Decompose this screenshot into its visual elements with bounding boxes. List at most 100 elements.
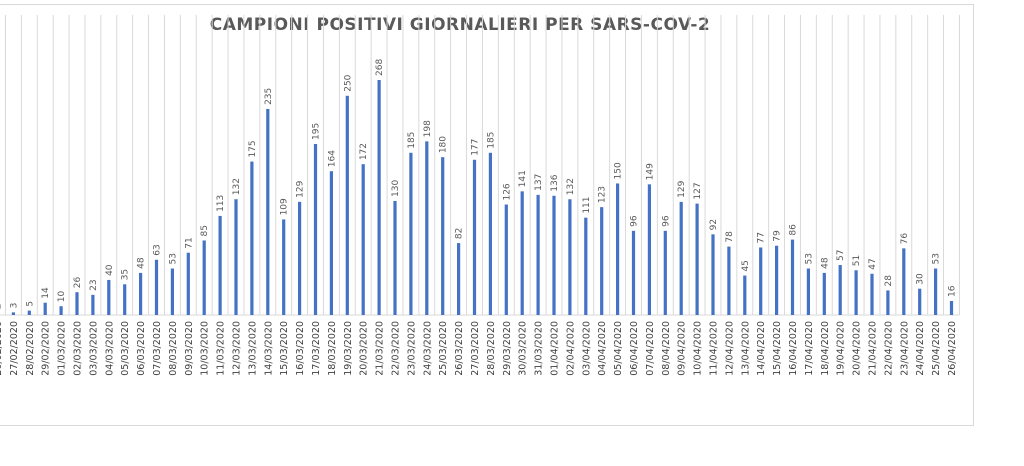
- x-tick-label: 12/03/2020: [232, 321, 243, 376]
- x-tick-label: 20/04/2020: [852, 321, 863, 376]
- x-tick-label: 04/04/2020: [597, 321, 608, 376]
- data-label: 136: [550, 174, 560, 191]
- data-label: 51: [852, 255, 862, 266]
- x-tick-label: 21/04/2020: [868, 321, 879, 376]
- x-tick-label: 21/03/2020: [375, 321, 386, 376]
- x-tick-label: 02/03/2020: [73, 321, 84, 376]
- x-tick-label: 09/04/2020: [677, 321, 688, 376]
- bar: [647, 184, 651, 315]
- bar: [504, 204, 508, 315]
- x-tick-label: 29/03/2020: [502, 321, 513, 376]
- x-tick-label: 17/03/2020: [311, 321, 322, 376]
- bar: [59, 306, 63, 315]
- data-label: 175: [248, 140, 258, 157]
- bar: [902, 248, 906, 315]
- data-label: 2: [0, 304, 4, 310]
- data-label: 235: [264, 88, 274, 105]
- x-tick-label: 29/02/2020: [41, 321, 52, 376]
- data-label: 48: [820, 257, 830, 269]
- bar: [488, 152, 492, 315]
- x-tick-label: 09/03/2020: [184, 321, 195, 376]
- bar: [886, 290, 890, 315]
- x-tick-label: 15/03/2020: [279, 321, 290, 376]
- bar: [552, 195, 556, 315]
- bar: [361, 164, 365, 315]
- data-label: 77: [757, 232, 767, 243]
- data-label: 177: [471, 139, 481, 156]
- x-tick-label: 23/04/2020: [899, 321, 910, 376]
- x-tick-label: 11/03/2020: [216, 321, 227, 376]
- data-label: 85: [200, 225, 210, 236]
- bar: [711, 234, 715, 315]
- data-label: 185: [486, 132, 496, 149]
- x-tick-label: 16/04/2020: [788, 321, 799, 376]
- data-label: 47: [868, 258, 878, 269]
- bar: [425, 141, 429, 315]
- x-tick-label: 10/03/2020: [200, 321, 211, 376]
- x-tick-label: 31/03/2020: [534, 321, 545, 376]
- x-tick-label: 10/04/2020: [693, 321, 704, 376]
- chart-frame: CAMPIONI POSITIVI GIORNALIERI PER SARS-C…: [0, 4, 974, 426]
- data-label: 16: [948, 285, 958, 297]
- bar: [329, 171, 333, 315]
- bar: [11, 312, 15, 315]
- x-tick-label: 19/03/2020: [343, 321, 354, 376]
- x-tick-label: 02/04/2020: [565, 321, 576, 376]
- x-tick-label: 07/03/2020: [152, 321, 163, 376]
- data-label: 150: [614, 162, 624, 179]
- x-tick-label: 25/03/2020: [438, 321, 449, 376]
- bar: [170, 268, 174, 315]
- bar: [918, 288, 922, 315]
- x-tick-label: 05/04/2020: [613, 321, 624, 376]
- bar: [393, 201, 397, 315]
- data-label: 48: [137, 257, 147, 269]
- data-label: 132: [232, 178, 242, 195]
- bar: [520, 191, 524, 315]
- data-label: 53: [932, 253, 942, 264]
- x-tick-label: 20/03/2020: [359, 321, 370, 376]
- x-tick-label: 01/04/2020: [550, 321, 561, 376]
- bar: [790, 239, 795, 315]
- chart-title: CAMPIONI POSITIVI GIORNALIERI PER SARS-C…: [209, 15, 711, 35]
- x-tick-label: 22/03/2020: [391, 321, 402, 376]
- x-tick-label: 25/04/2020: [931, 321, 942, 376]
- x-tick-label: 11/04/2020: [709, 321, 720, 376]
- data-label: 180: [439, 136, 449, 153]
- x-tick-label: 03/04/2020: [581, 321, 592, 376]
- bar: [441, 157, 445, 315]
- data-label: 53: [168, 253, 178, 264]
- bar: [838, 265, 842, 315]
- data-label: 5: [25, 301, 35, 307]
- bar: [631, 230, 636, 315]
- x-tick-label: 28/02/2020: [25, 321, 36, 376]
- data-label: 3: [9, 303, 19, 309]
- data-label: 129: [677, 180, 687, 197]
- data-label: 10: [57, 291, 67, 303]
- bar: [313, 144, 318, 315]
- data-label: 45: [741, 260, 751, 271]
- bar: [91, 294, 95, 315]
- data-label: 130: [391, 180, 401, 197]
- data-label: 28: [884, 275, 894, 287]
- bar: [75, 292, 79, 315]
- bar: [250, 161, 254, 315]
- bar: [727, 246, 731, 315]
- x-tick-label: 24/04/2020: [915, 321, 926, 376]
- bar: [775, 245, 779, 315]
- bar: [298, 201, 302, 315]
- bar: [600, 207, 604, 315]
- data-label: 63: [153, 244, 163, 255]
- bar: [870, 273, 874, 315]
- bar: [536, 194, 540, 315]
- x-tick-label: 18/04/2020: [820, 321, 831, 376]
- bar: [457, 243, 461, 315]
- bar: [949, 300, 954, 315]
- x-tick-label: 27/02/2020: [9, 321, 20, 376]
- x-tick-label: 18/03/2020: [327, 321, 338, 376]
- bar: [266, 108, 270, 315]
- bar: [27, 310, 31, 315]
- x-tick-label: 23/03/2020: [406, 321, 417, 376]
- data-label: 86: [789, 224, 799, 236]
- x-tick-label: 12/04/2020: [724, 321, 735, 376]
- bar: [186, 252, 190, 315]
